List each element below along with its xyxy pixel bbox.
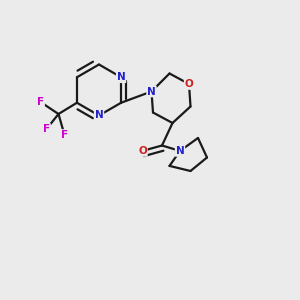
Text: F: F <box>43 124 50 134</box>
Text: N: N <box>94 110 103 121</box>
Text: O: O <box>138 146 147 156</box>
Text: N: N <box>147 86 156 97</box>
Text: F: F <box>37 97 44 107</box>
Text: N: N <box>117 72 125 82</box>
Text: F: F <box>61 130 68 140</box>
Text: N: N <box>176 146 184 156</box>
Text: O: O <box>184 79 194 89</box>
